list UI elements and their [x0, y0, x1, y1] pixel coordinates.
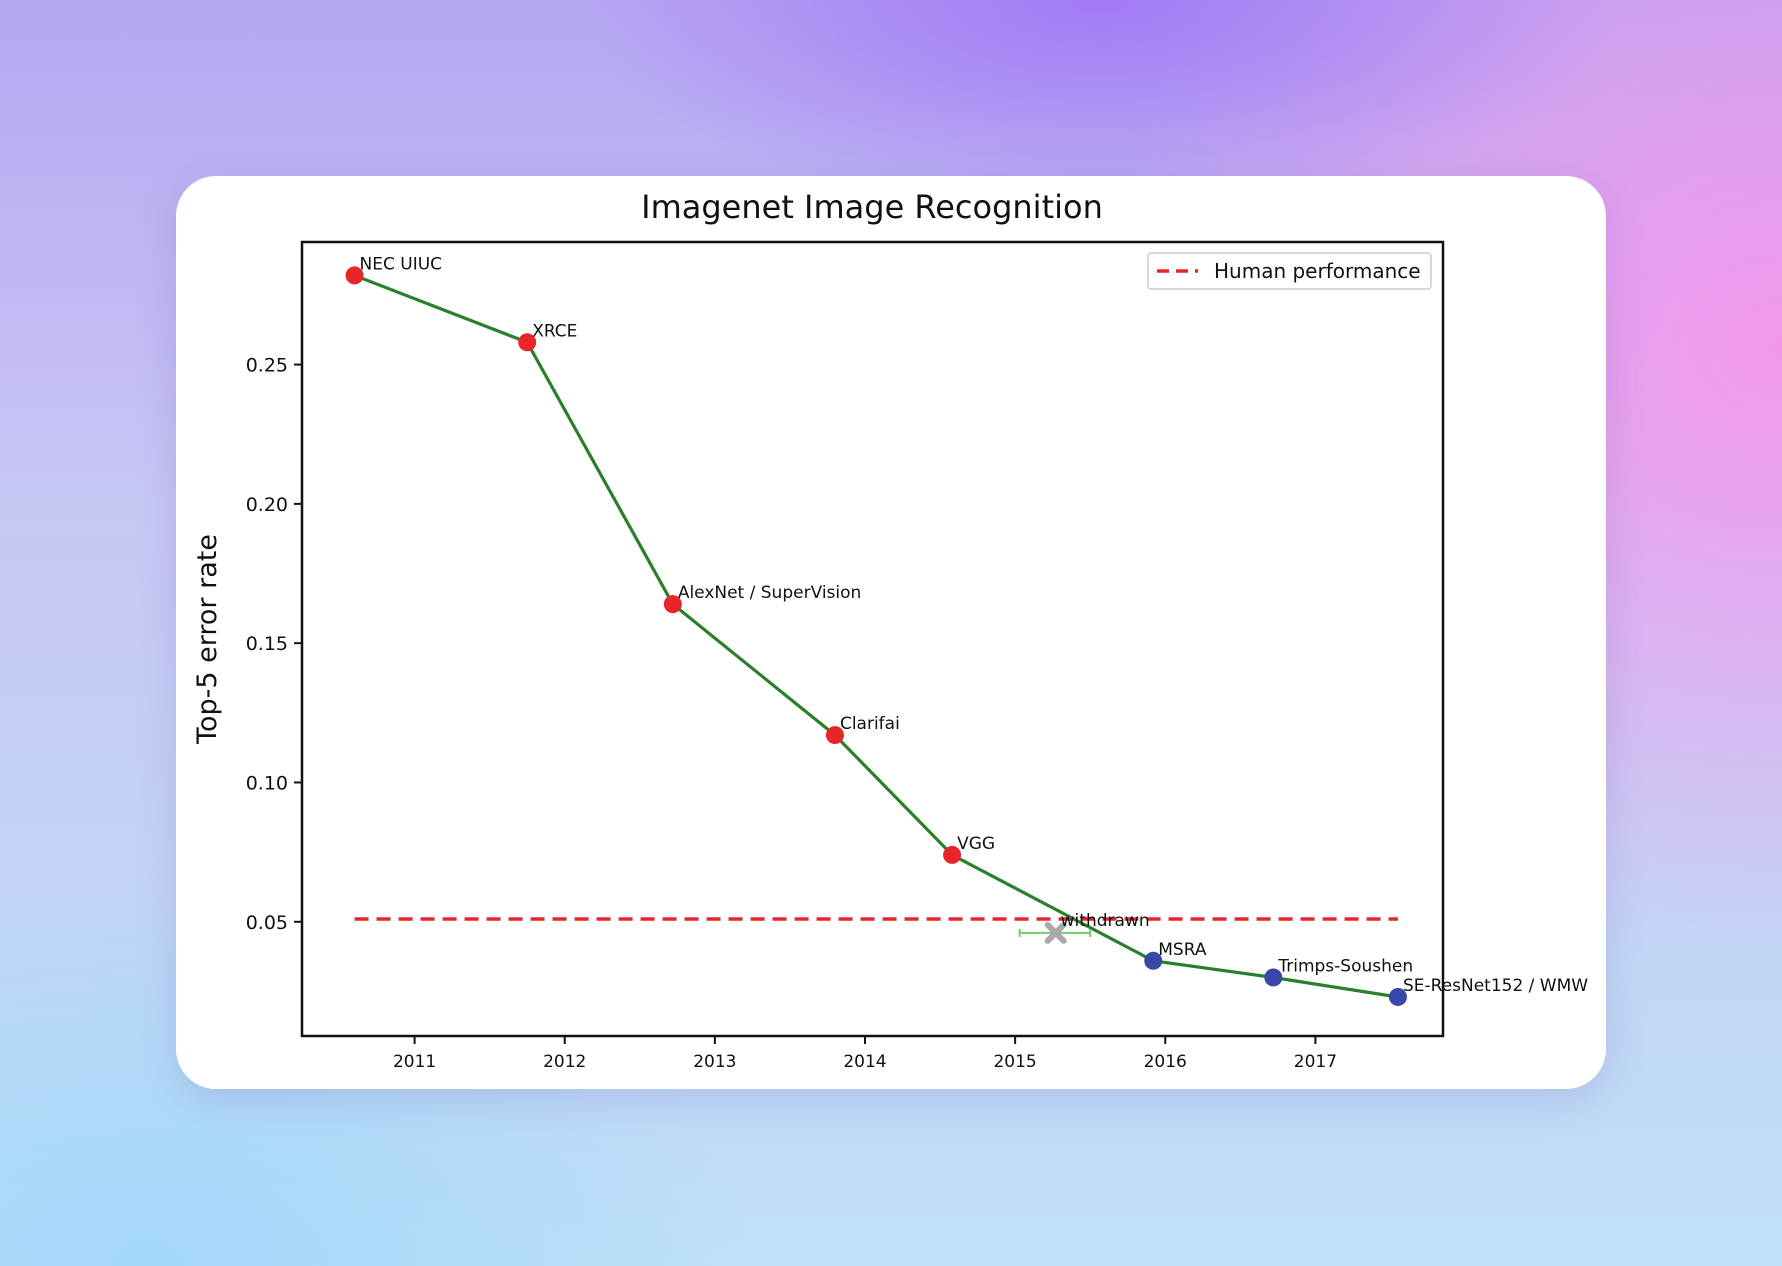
withdrawn-point: [1044, 921, 1067, 944]
legend-box: [1147, 252, 1432, 290]
point-label-nec-uiuc: NEC UIUC: [360, 254, 443, 274]
point-label-alexnet-supervision: AlexNet / SuperVision: [678, 583, 862, 603]
error-rate-line: [353, 273, 1399, 999]
series-layer: withdrawn NEC UIUC XRCE AlexNet / SuperVisi…: [345, 254, 1588, 1006]
y-tick-label: 0.05: [246, 912, 288, 934]
chart: Imagenet Image Recognition 0.050.100.150…: [192, 188, 1588, 1072]
point-label-clarifai: Clarifai: [840, 714, 900, 734]
point-label-vgg: VGG: [957, 834, 995, 854]
point-trimps-soushen: [1264, 968, 1283, 987]
x-tick-label: 2017: [1294, 1052, 1337, 1072]
y-tick-label: 0.20: [246, 494, 288, 516]
point-label-trimps-soushen: Trimps-Soushen: [1277, 956, 1413, 976]
x-tick-label: 2014: [843, 1052, 886, 1072]
point-nec-uiuc: [345, 266, 364, 285]
point-se-resnet152-wmw: [1388, 987, 1407, 1006]
y-tick-label: 0.15: [246, 633, 288, 655]
x-tick-label: 2015: [993, 1052, 1036, 1072]
x-tick-label: 2016: [1144, 1052, 1187, 1072]
point-alexnet-supervision: [663, 595, 682, 614]
plot-frame: [300, 240, 1445, 1038]
point-label-xrce: XRCE: [532, 321, 577, 341]
withdrawn-label: withdrawn: [1061, 911, 1150, 931]
point-label-msra: MSRA: [1158, 940, 1207, 960]
y-axis: 0.05 0.10 0.15 0.20 0.25: [246, 355, 302, 934]
x-tick-label: 2012: [543, 1052, 586, 1072]
point-xrce: [518, 333, 537, 352]
point-msra: [1144, 951, 1163, 970]
chart-title: Imagenet Image Recognition: [641, 188, 1103, 226]
y-axis-label: Top-5 error rate: [192, 534, 223, 745]
legend-human-performance-label: Human performance: [1214, 259, 1421, 283]
legend: Human performance: [1147, 252, 1432, 290]
point-clarifai: [825, 726, 844, 745]
point-label-se-resnet152-wmw: SE-ResNet152 / WMW: [1403, 976, 1588, 996]
y-tick-label: 0.10: [246, 772, 288, 794]
point-vgg: [943, 845, 962, 864]
y-tick-label: 0.25: [246, 355, 288, 377]
chart-card: Imagenet Image Recognition 0.05 0.10 0.15 0…: [176, 176, 1606, 1089]
x-tick-label: 2013: [693, 1052, 736, 1072]
x-tick-label: 2011: [393, 1052, 436, 1072]
x-axis: 2011 2012 2013 2014 2015 2016 2017: [393, 1036, 1337, 1072]
